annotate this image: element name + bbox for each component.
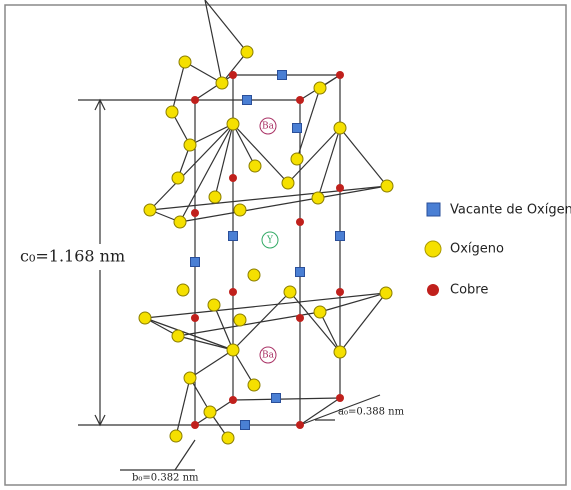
crystal-diagram: c₀=1.168 nm a₀=0.388 nm b₀=0.382 nm Ba Y…: [0, 0, 571, 490]
b-axis-label: b₀=0.382 nm: [132, 473, 199, 484]
vacancy: [296, 268, 305, 277]
vacancy: [278, 71, 287, 80]
oxygen-atom: [216, 77, 228, 89]
oxygen-atom: [209, 191, 221, 203]
copper-atom: [296, 421, 304, 429]
a-axis-label: a₀=0.388 nm: [338, 407, 405, 418]
oxygen-atom: [249, 160, 261, 172]
oxygen-atom: [234, 314, 246, 326]
oxygen-atom: [314, 82, 326, 94]
oxygen-atom: [227, 344, 239, 356]
oxygen-atom: [334, 346, 346, 358]
vacancy: [229, 232, 238, 241]
oxygen-atom: [380, 287, 392, 299]
oxygen-atom: [184, 139, 196, 151]
oxygen-atom: [241, 46, 253, 58]
oxygen-atom: [334, 122, 346, 134]
legend-oxygen: [425, 241, 441, 257]
oxygen-atom: [144, 204, 156, 216]
copper-atom: [229, 396, 237, 404]
oxygen-atom: [184, 372, 196, 384]
legend-vacancy: [427, 203, 440, 216]
copper-atom: [191, 314, 199, 322]
ba-label: Ba: [262, 122, 275, 132]
legend-label: Vacante de Oxígeno: [450, 203, 571, 218]
copper-atom: [229, 174, 237, 182]
oxygen-atom: [291, 153, 303, 165]
oxygen-atom: [284, 286, 296, 298]
oxygen-atom: [248, 269, 260, 281]
oxygen-atom: [234, 204, 246, 216]
y-label: Y: [266, 236, 274, 246]
oxygen-atom: [208, 299, 220, 311]
oxygen-atom: [177, 284, 189, 296]
vacancy: [243, 96, 252, 105]
copper-atom: [296, 96, 304, 104]
oxygen-atom: [282, 177, 294, 189]
copper-atom: [336, 394, 344, 402]
vacancy: [241, 421, 250, 430]
vacancy: [272, 394, 281, 403]
copper-atom: [191, 96, 199, 104]
copper-atom: [229, 71, 237, 79]
ba-label: Ba: [262, 351, 275, 361]
copper-atom: [336, 71, 344, 79]
legend-copper: [427, 284, 439, 296]
oxygen-atom: [312, 192, 324, 204]
oxygen-atom: [222, 432, 234, 444]
copper-atom: [296, 314, 304, 322]
oxygen-atom: [172, 330, 184, 342]
copper-atom: [336, 184, 344, 192]
oxygen-atom: [174, 216, 186, 228]
vacancy: [293, 124, 302, 133]
vacancy: [191, 258, 200, 267]
oxygen-atom: [248, 379, 260, 391]
oxygen-atom: [227, 118, 239, 130]
legend-label: Oxígeno: [450, 242, 504, 257]
oxygen-atom: [139, 312, 151, 324]
oxygen-atom: [179, 56, 191, 68]
copper-atom: [336, 288, 344, 296]
c-axis-label: c₀=1.168 nm: [20, 247, 125, 266]
legend-label: Cobre: [450, 283, 488, 298]
oxygen-atom: [204, 406, 216, 418]
oxygen-atom: [314, 306, 326, 318]
copper-atom: [296, 218, 304, 226]
oxygen-atom: [172, 172, 184, 184]
copper-atom: [229, 288, 237, 296]
copper-atom: [191, 421, 199, 429]
vacancy: [336, 232, 345, 241]
oxygen-atom: [170, 430, 182, 442]
copper-atom: [191, 209, 199, 217]
oxygen-atom: [381, 180, 393, 192]
oxygen-atom: [166, 106, 178, 118]
